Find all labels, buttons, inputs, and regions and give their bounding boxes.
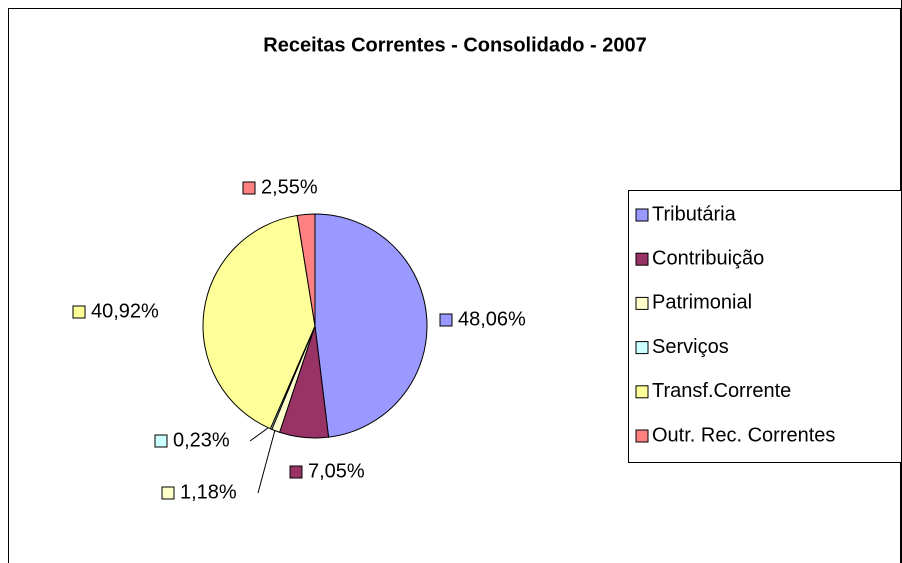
legend-key [635, 429, 649, 443]
legend-box [628, 190, 902, 463]
legend-key [635, 296, 649, 310]
label-key [289, 465, 303, 479]
label-key [161, 486, 175, 500]
pie-slice [314, 213, 428, 438]
data-label: 1,18% [180, 481, 237, 503]
legend-label: Outr. Rec. Correntes [652, 424, 835, 446]
leader-line [257, 429, 276, 494]
legend-key [635, 252, 649, 266]
label-key [154, 434, 168, 448]
data-label: 2,55% [261, 176, 318, 198]
label-key [439, 313, 453, 327]
legend-key [635, 385, 649, 399]
pie-slice [202, 214, 316, 430]
data-label: 0,23% [173, 429, 230, 451]
legend-label: Transf.Corrente [652, 380, 791, 402]
legend-key [635, 208, 649, 222]
legend-label: Tributária [652, 203, 737, 225]
data-label: 40,92% [91, 300, 159, 322]
legend-label: Patrimonial [652, 292, 752, 314]
legend-label: Contribuição [652, 247, 764, 269]
legend-key [635, 341, 649, 355]
data-label: 48,06% [458, 308, 526, 330]
data-label: 7,05% [308, 460, 365, 482]
label-key [72, 305, 86, 319]
legend-label: Serviços [652, 336, 729, 358]
chart-title: Receitas Correntes - Consolidado - 2007 [263, 34, 646, 56]
leader-line [249, 427, 269, 442]
pie-slice [296, 213, 316, 327]
label-key [242, 181, 256, 195]
